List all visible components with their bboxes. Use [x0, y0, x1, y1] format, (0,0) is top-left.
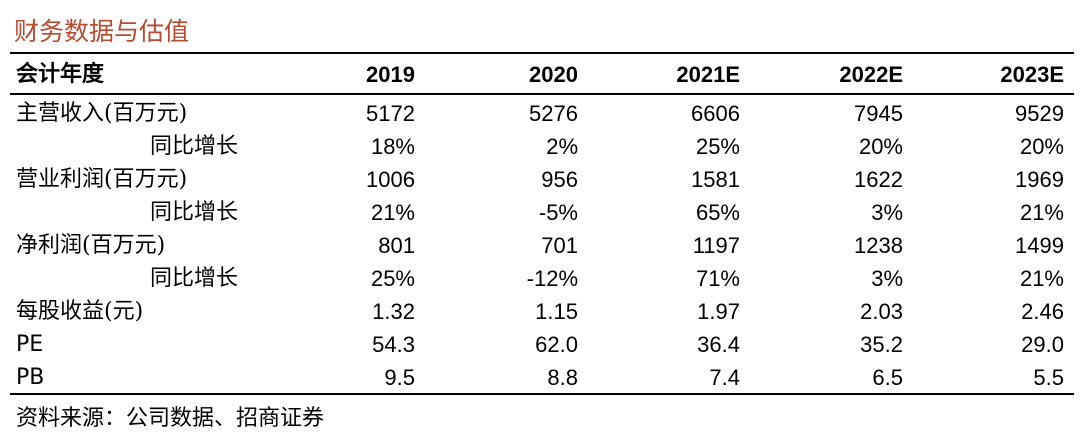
- cell-value: 3%: [871, 266, 903, 291]
- cell-value: 801: [378, 233, 415, 258]
- cell-value: 36.4: [697, 332, 740, 357]
- header-rule: [10, 93, 1074, 95]
- bottom-rule: [10, 393, 1074, 395]
- cell-value: 29.0: [1021, 332, 1064, 357]
- title: 财务数据与估值: [14, 17, 190, 46]
- cell-value: 35.2: [860, 332, 903, 357]
- row-label: 净利润(百万元): [16, 233, 166, 258]
- cell-value: 701: [541, 233, 578, 258]
- cell-value: 1.15: [535, 299, 578, 324]
- row-label: 营业利润(百万元): [16, 167, 188, 192]
- cell-value: 20%: [858, 134, 903, 159]
- header-cell: 会计年度: [16, 61, 105, 87]
- source: 资料来源：公司数据、招商证券: [16, 406, 325, 431]
- cell-value: 18%: [370, 134, 415, 159]
- cell-value: 2%: [546, 134, 578, 159]
- cell-value: 21%: [1019, 266, 1064, 291]
- cell-value: 20%: [1019, 134, 1064, 159]
- cell-value: 9529: [1015, 101, 1064, 126]
- cell-value: 2.46: [1021, 299, 1064, 324]
- cell-value: 21%: [370, 200, 415, 225]
- cell-value: 2.03: [860, 299, 903, 324]
- cell-value: 1.97: [697, 299, 740, 324]
- cell-value: 1499: [1015, 233, 1064, 258]
- row-label: PE: [16, 332, 44, 357]
- title-rule: [10, 52, 1074, 54]
- cell-value: 25%: [370, 266, 415, 291]
- header-cell: 2023E: [1000, 62, 1064, 87]
- cell-value: 1238: [854, 233, 903, 258]
- header-cell: 2022E: [839, 62, 903, 87]
- cell-value: 71%: [695, 266, 740, 291]
- cell-value: 1969: [1015, 167, 1064, 192]
- cell-value: 1.32: [372, 299, 415, 324]
- header-cell: 2020: [529, 62, 578, 87]
- header-cell: 2019: [366, 62, 415, 87]
- cell-value: 9.5: [384, 365, 415, 390]
- row-label: 每股收益(元): [16, 299, 144, 324]
- cell-value: 5.5: [1033, 365, 1064, 390]
- cell-value: 21%: [1019, 200, 1064, 225]
- cell-value: 54.3: [372, 332, 415, 357]
- cell-value: 1197: [692, 233, 740, 258]
- cell-value: 1622: [854, 167, 903, 192]
- cell-value: 8.8: [547, 365, 578, 390]
- cell-value: 62.0: [535, 332, 578, 357]
- cell-value: 956: [541, 167, 578, 192]
- cell-value: 1581: [691, 167, 740, 192]
- cell-value: -12%: [526, 266, 578, 291]
- row-label: 主营收入(百万元): [16, 101, 188, 126]
- cell-value: 3%: [871, 200, 903, 225]
- cell-value: 1006: [366, 167, 415, 192]
- cell-value: 7945: [854, 101, 903, 126]
- cell-value: 5276: [529, 101, 578, 126]
- cell-value: 65%: [695, 200, 740, 225]
- cell-value: 7.4: [709, 365, 740, 390]
- row-label: 同比增长: [150, 134, 239, 159]
- header-cell: 2021E: [676, 62, 740, 87]
- cell-value: 6.5: [872, 365, 903, 390]
- cell-value: -5%: [538, 200, 578, 225]
- cell-value: 5172: [366, 101, 415, 126]
- row-label: 同比增长: [150, 266, 239, 291]
- row-label: 同比增长: [150, 200, 239, 225]
- cell-value: 6606: [691, 101, 740, 126]
- row-label: PB: [16, 365, 45, 390]
- cell-value: 25%: [695, 134, 740, 159]
